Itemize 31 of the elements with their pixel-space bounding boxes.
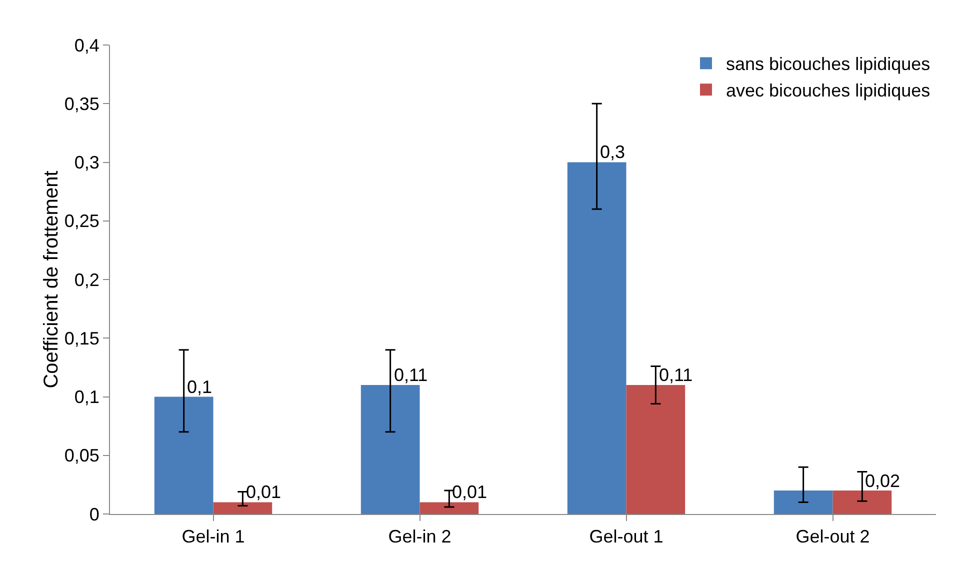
x-tick-label: Gel-in 2 [388, 526, 452, 547]
y-tick-label: 0,15 [64, 328, 100, 348]
x-tick-label: Gel-out 2 [796, 526, 870, 547]
y-axis-title: Coefficient de frottement [40, 170, 62, 388]
data-label: 0,01 [246, 482, 282, 502]
data-label: 0,01 [452, 482, 488, 502]
y-tick-label: 0,35 [64, 94, 100, 114]
bar [213, 502, 272, 514]
y-tick-label: 0,2 [74, 270, 100, 290]
legend-label: avec bicouches lipidiques [726, 80, 930, 101]
x-tick-label: Gel-in 1 [182, 526, 245, 547]
y-tick-label: 0 [89, 504, 100, 524]
bar [774, 490, 833, 514]
y-tick-label: 0,25 [64, 211, 100, 232]
legend-label: sans bicouches lipidiques [726, 54, 930, 74]
data-label: 0,02 [865, 471, 900, 491]
y-tick-label: 0,05 [64, 446, 100, 466]
data-label: 0,3 [600, 142, 626, 162]
data-label: 0,11 [394, 365, 428, 385]
bar [154, 396, 214, 514]
x-tick-label: Gel-out 1 [589, 526, 664, 547]
y-tick-label: 0,4 [74, 35, 100, 56]
data-label: 0,1 [187, 377, 212, 397]
bar [567, 162, 626, 514]
bar [420, 502, 479, 514]
y-tick-label: 0,1 [74, 387, 100, 408]
data-label: 0,11 [659, 365, 693, 385]
bar [360, 385, 420, 514]
y-tick-label: 0,3 [74, 152, 100, 173]
bar [626, 385, 686, 514]
bar [832, 490, 892, 514]
